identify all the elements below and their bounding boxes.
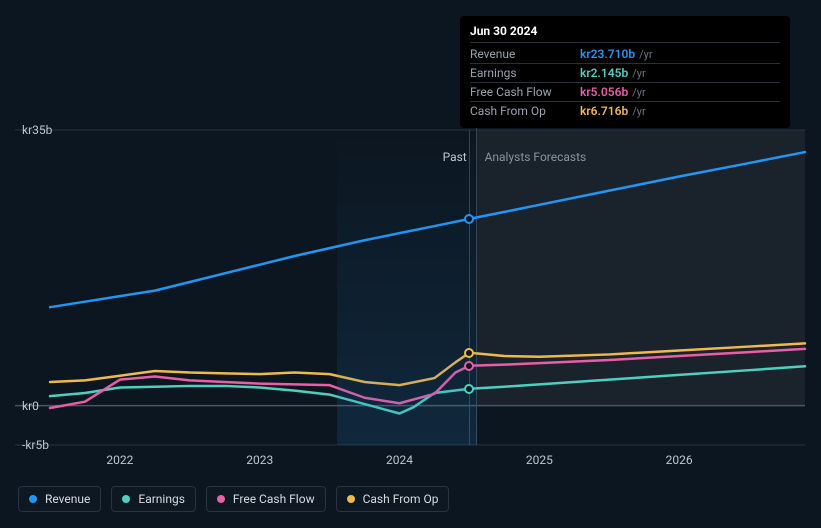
hover-marker-fcf bbox=[464, 361, 474, 371]
legend-item-cfo[interactable]: Cash From Op bbox=[336, 486, 450, 512]
legend-dot-icon bbox=[347, 495, 355, 503]
y-axis-label: -kr5b bbox=[22, 438, 49, 452]
x-axis-label: 2023 bbox=[246, 453, 273, 467]
x-axis-label: 2024 bbox=[386, 453, 413, 467]
tooltip-row: Earningskr2.145b/yr bbox=[470, 64, 780, 83]
tooltip-row-label: Free Cash Flow bbox=[470, 85, 580, 99]
hover-marker-revenue bbox=[464, 214, 474, 224]
tooltip-row-unit: /yr bbox=[632, 67, 645, 80]
legend-dot-icon bbox=[217, 495, 225, 503]
tooltip-row-value: kr5.056b bbox=[580, 85, 628, 99]
tooltip-date: Jun 30 2024 bbox=[470, 24, 780, 43]
legend-item-revenue[interactable]: Revenue bbox=[18, 486, 101, 512]
x-axis-label: 2022 bbox=[106, 453, 133, 467]
legend-item-earnings[interactable]: Earnings bbox=[111, 486, 196, 512]
chart-tooltip: Jun 30 2024 Revenuekr23.710b/yrEarningsk… bbox=[460, 16, 790, 128]
tooltip-row-label: Cash From Op bbox=[470, 104, 580, 118]
tooltip-row-unit: /yr bbox=[632, 86, 645, 99]
tooltip-row: Cash From Opkr6.716b/yr bbox=[470, 102, 780, 120]
x-axis-label: 2025 bbox=[526, 453, 553, 467]
tooltip-row-unit: /yr bbox=[639, 48, 652, 61]
legend-label: Cash From Op bbox=[363, 492, 439, 506]
tooltip-row-label: Earnings bbox=[470, 66, 580, 80]
forecast-label: Analysts Forecasts bbox=[485, 150, 587, 164]
legend-label: Earnings bbox=[138, 492, 185, 506]
legend-label: Free Cash Flow bbox=[233, 492, 315, 506]
legend-label: Revenue bbox=[45, 492, 90, 506]
hover-marker-cfo bbox=[464, 348, 474, 358]
legend-dot-icon bbox=[122, 495, 130, 503]
chart-legend: Revenue Earnings Free Cash Flow Cash From O… bbox=[18, 486, 449, 512]
tooltip-row-label: Revenue bbox=[470, 47, 580, 61]
tooltip-row: Free Cash Flowkr5.056b/yr bbox=[470, 83, 780, 102]
tooltip-row-unit: /yr bbox=[632, 105, 645, 118]
y-axis-label: kr35b bbox=[22, 123, 52, 137]
legend-dot-icon bbox=[29, 495, 37, 503]
legend-item-fcf[interactable]: Free Cash Flow bbox=[206, 486, 326, 512]
hover-marker-earnings bbox=[464, 384, 474, 394]
y-axis-label: kr0 bbox=[22, 399, 39, 413]
tooltip-row-value: kr6.716b bbox=[580, 104, 628, 118]
x-axis-label: 2026 bbox=[666, 453, 693, 467]
tooltip-row-value: kr23.710b bbox=[580, 47, 635, 61]
tooltip-row: Revenuekr23.710b/yr bbox=[470, 45, 780, 64]
tooltip-row-value: kr2.145b bbox=[580, 66, 628, 80]
past-label: Past bbox=[443, 150, 467, 164]
